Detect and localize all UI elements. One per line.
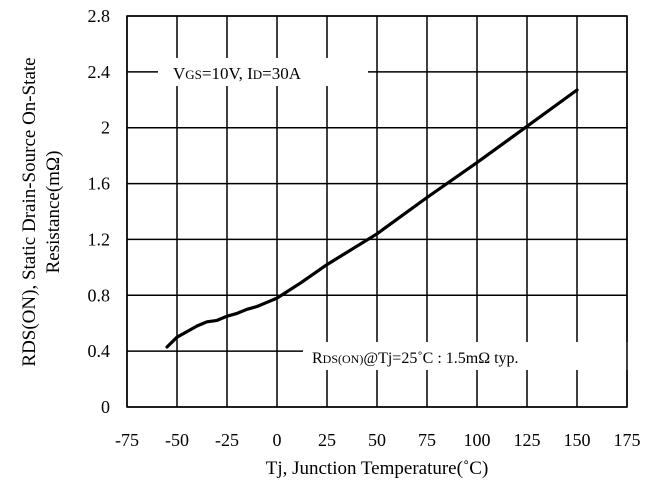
- typical-r-sub: DS(ON): [323, 352, 364, 366]
- x-axis-title: Tj, Junction Temperature(˚C): [266, 458, 489, 479]
- y-axis-title-line2: Resistance(mΩ): [43, 151, 64, 274]
- y-tick-label: 0: [101, 397, 110, 417]
- x-tick-label: 0: [273, 430, 282, 450]
- conditions-i-sub: D: [253, 67, 262, 82]
- y-tick-label: 2: [101, 118, 110, 138]
- tick-labels: 0 0.4 0.8 1.2 1.6 2 2.4 2.8 -75 -50 -25 0 25 50 75 100 1…: [88, 6, 641, 450]
- x-tick-label: -25: [215, 430, 239, 450]
- y-tick-label: 1.6: [88, 174, 111, 194]
- typical-r-prefix: R: [312, 350, 323, 367]
- y-axis-title-line1: RDS(ON), Static Drain-Source On-State: [19, 57, 40, 366]
- typical-r-rest: @Tj=25˚C : 1.5mΩ typ.: [363, 350, 518, 367]
- x-tick-label: 150: [564, 430, 591, 450]
- typical-annotation-bg: [303, 342, 633, 370]
- y-tick-label: 2.8: [88, 6, 111, 26]
- x-tick-label: 175: [614, 430, 641, 450]
- x-tick-label: 25: [318, 430, 336, 450]
- y-tick-label: 2.4: [88, 62, 111, 82]
- conditions-annotation-bg: [158, 58, 368, 86]
- series-layer: [165, 88, 579, 349]
- x-tick-label: 100: [464, 430, 491, 450]
- conditions-v-rest: =10V, I: [202, 64, 253, 83]
- x-tick-label: 50: [368, 430, 386, 450]
- y-tick-label: 1.2: [88, 229, 111, 249]
- conditions-i-rest: =30A: [262, 64, 302, 83]
- conditions-v-sub: GS: [185, 67, 202, 82]
- x-tick-label: 125: [514, 430, 541, 450]
- x-tick-label: 75: [418, 430, 436, 450]
- y-tick-label: 0.8: [88, 285, 111, 305]
- plot-frame: [126, 15, 628, 408]
- conditions-annotation: VGS=10V, ID=30A: [173, 64, 302, 83]
- typical-annotation: RDS(ON)@Tj=25˚C : 1.5mΩ typ.: [312, 350, 519, 367]
- y-tick-label: 0.4: [88, 341, 111, 361]
- conditions-v-prefix: V: [173, 64, 186, 83]
- x-tick-label: -75: [115, 430, 139, 450]
- series-line: [165, 88, 579, 349]
- x-tick-label: -50: [165, 430, 189, 450]
